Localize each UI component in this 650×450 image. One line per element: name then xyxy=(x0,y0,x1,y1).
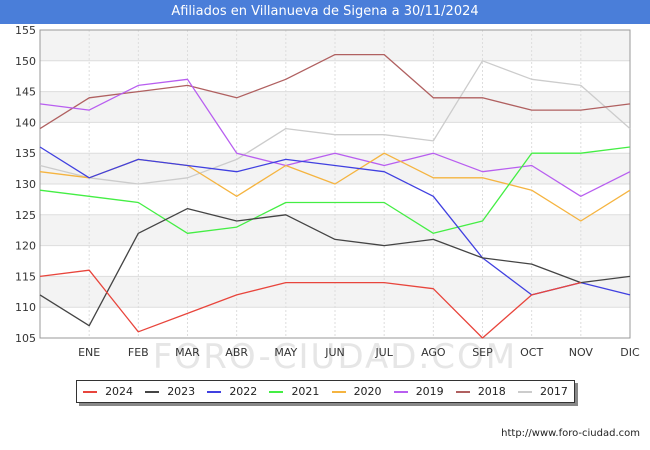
legend-item-2024: 2024 xyxy=(83,385,133,398)
y-tick-label: 135 xyxy=(15,147,36,160)
y-tick-label: 150 xyxy=(15,55,36,68)
x-tick-label: DIC xyxy=(620,346,640,359)
y-tick-label: 125 xyxy=(15,209,36,222)
legend-swatch xyxy=(269,390,284,393)
legend-label: 2024 xyxy=(105,385,134,398)
y-tick-label: 115 xyxy=(15,270,36,283)
x-tick-label: JUL xyxy=(374,346,393,359)
series-line-2019 xyxy=(39,78,631,197)
legend-swatch xyxy=(145,390,160,393)
legend-swatch xyxy=(393,390,408,393)
legend-label: 2020 xyxy=(353,385,382,398)
legend-swatch xyxy=(517,390,532,393)
source-url: http://www.foro-ciudad.com xyxy=(501,428,640,439)
legend-swatch xyxy=(207,390,222,393)
x-tick-label: JUN xyxy=(324,346,345,359)
series-line-2021 xyxy=(39,146,631,234)
x-tick-label: NOV xyxy=(569,346,594,359)
legend-label: 2022 xyxy=(229,385,258,398)
legend-item-2020: 2020 xyxy=(331,385,382,398)
series-line-2018 xyxy=(39,53,631,130)
legend-item-2023: 2023 xyxy=(145,385,195,398)
x-tick-label: SEP xyxy=(472,346,493,359)
y-tick-label: 155 xyxy=(15,24,36,37)
x-tick-label: ENE xyxy=(78,346,100,359)
chart-title: Afiliados en Villanueva de Sigena a 30/1… xyxy=(0,0,650,24)
x-tick-label: ABR xyxy=(225,346,248,359)
legend-item-2021: 2021 xyxy=(269,385,319,398)
legend-label: 2017 xyxy=(539,385,568,398)
legend-item-2022: 2022 xyxy=(207,385,257,398)
x-tick-label: AGO xyxy=(421,346,446,359)
legend-item-2019: 2019 xyxy=(393,385,444,398)
x-tick-label: MAR xyxy=(175,346,200,359)
chart-legend: 2024 2023 2022 2021 2020 2019 2018 2017 xyxy=(76,380,575,403)
series-line-2017 xyxy=(39,60,631,185)
legend-label: 2019 xyxy=(415,385,444,398)
x-tick-label: MAY xyxy=(274,346,297,359)
y-tick-label: 110 xyxy=(15,301,36,314)
x-tick-label: FEB xyxy=(128,346,149,359)
plot-frame xyxy=(39,29,631,339)
watermark: FORO-CIUDAD.COM xyxy=(153,337,517,377)
y-tick-label: 120 xyxy=(15,240,36,253)
y-tick-label: 105 xyxy=(15,332,36,345)
y-tick-label: 145 xyxy=(15,86,36,99)
series-line-2024 xyxy=(39,269,581,339)
legend-swatch xyxy=(83,390,98,393)
legend-label: 2018 xyxy=(477,385,506,398)
legend-swatch xyxy=(331,390,346,393)
legend-label: 2023 xyxy=(167,385,196,398)
y-tick-label: 140 xyxy=(15,116,36,129)
series-line-2023 xyxy=(39,207,631,327)
legend-item-2018: 2018 xyxy=(455,385,506,398)
legend-label: 2021 xyxy=(291,385,320,398)
y-tick-label: 130 xyxy=(15,178,36,191)
legend-item-2017: 2017 xyxy=(517,385,568,398)
x-tick-label: OCT xyxy=(520,346,543,359)
legend-swatch xyxy=(455,390,470,393)
